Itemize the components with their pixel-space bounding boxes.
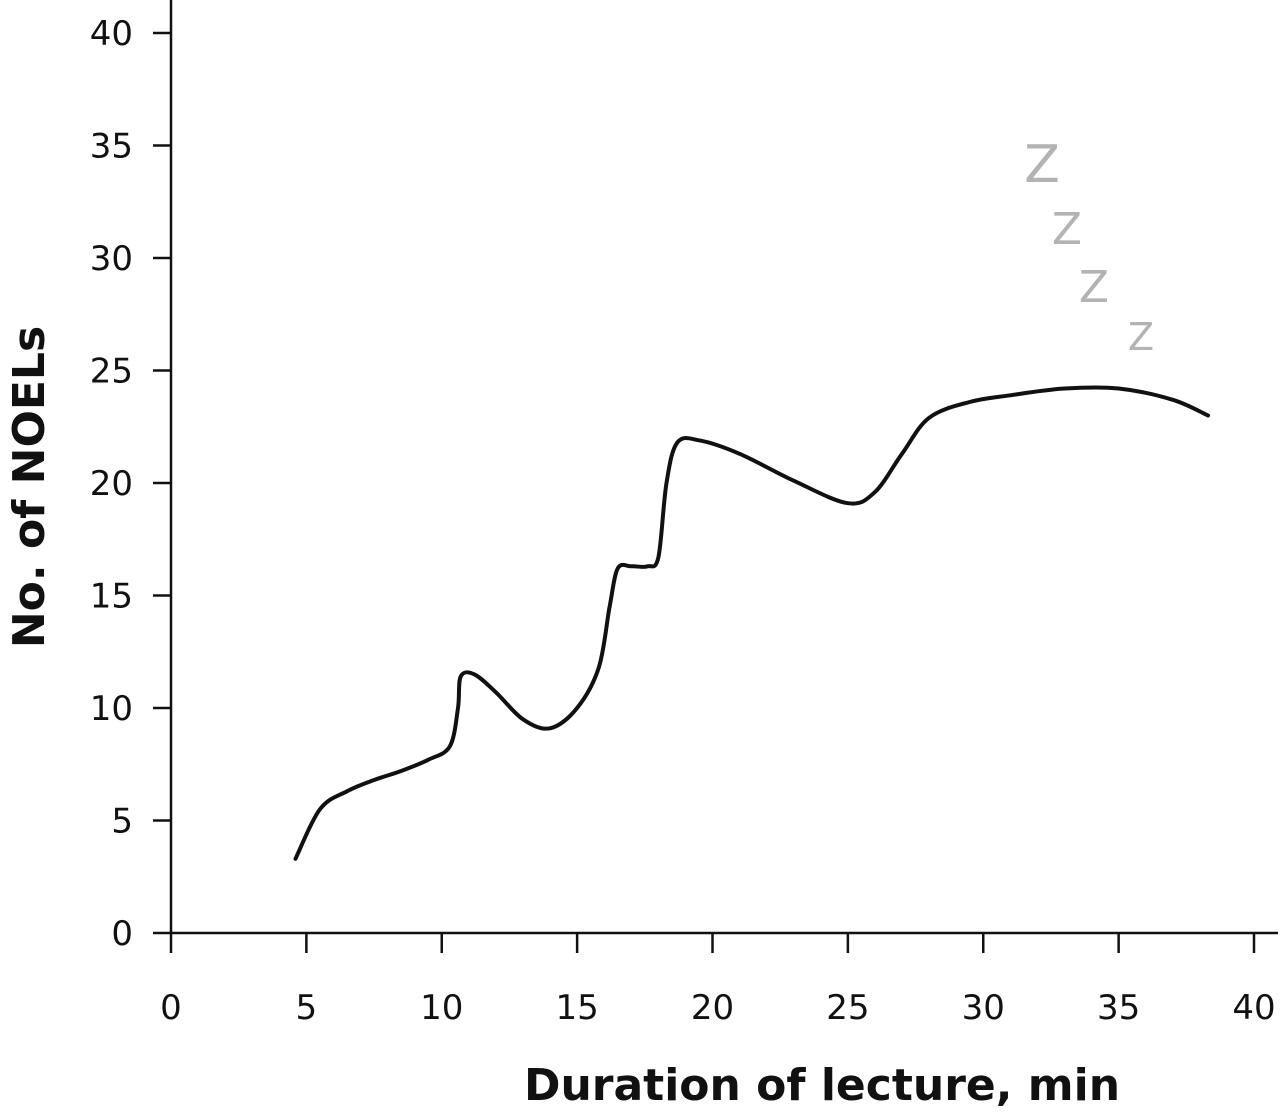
y-tick-label: 10 <box>90 689 133 729</box>
x-tick-label: 35 <box>1097 988 1140 1028</box>
zzz-annotation: Z <box>1024 135 1060 195</box>
y-axis-title: No. of NOELs <box>4 326 55 648</box>
y-tick-label: 15 <box>90 577 133 617</box>
x-tick-label: 40 <box>1232 988 1275 1028</box>
zzz-annotation: Z <box>1079 262 1109 313</box>
x-tick-label: 10 <box>420 988 463 1028</box>
y-tick-label: 20 <box>90 464 133 504</box>
y-tick-label: 40 <box>90 14 133 54</box>
y-axis-ticks: 0 5 10 15 20 25 30 35 40 <box>90 14 171 954</box>
x-tick-label: 0 <box>160 988 182 1028</box>
y-tick-label: 0 <box>111 914 133 954</box>
x-axis-ticks: 0 5 10 15 20 25 30 35 40 <box>160 933 1276 1028</box>
x-tick-label: 25 <box>826 988 869 1028</box>
zzz-annotation: Z <box>1128 315 1154 359</box>
x-axis-title: Duration of lecture, min <box>524 1060 1120 1111</box>
y-tick-label: 5 <box>111 802 133 842</box>
x-tick-label: 30 <box>962 988 1005 1028</box>
y-tick-label: 30 <box>90 239 133 279</box>
x-tick-label: 20 <box>691 988 734 1028</box>
series-line <box>293 385 1210 861</box>
y-tick-label: 35 <box>90 127 133 167</box>
zzz-annotation: Z <box>1052 204 1082 255</box>
y-tick-label: 25 <box>90 352 133 392</box>
x-tick-label: 15 <box>555 988 598 1028</box>
x-tick-label: 5 <box>296 988 318 1028</box>
